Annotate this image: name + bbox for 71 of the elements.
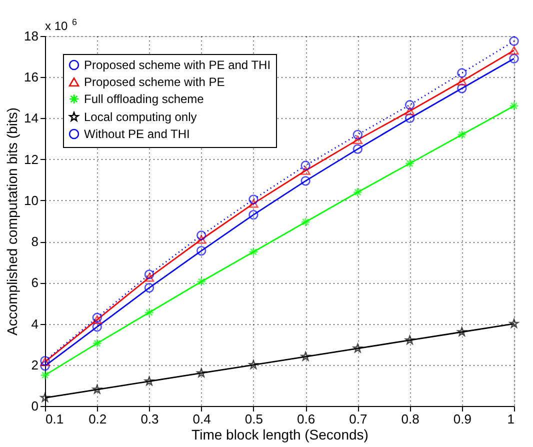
point [144, 308, 154, 318]
x-axis-title: Time block length (Seconds) [192, 426, 368, 442]
point [300, 352, 310, 361]
point [457, 68, 467, 78]
point [300, 166, 310, 175]
point [457, 327, 467, 336]
legend-label: Without PE and THI [84, 127, 190, 141]
legend-label: Full offloading scheme [84, 92, 204, 106]
legend-label: Local computing only [84, 110, 197, 124]
y-tick-label: 0 [31, 398, 38, 414]
y-tick-label: 2 [31, 357, 38, 372]
point [144, 270, 154, 280]
point [509, 36, 519, 46]
x-tick-label: 0.9 [453, 412, 472, 426]
point [92, 338, 102, 348]
y-tick-label: 6 [31, 275, 38, 290]
point [40, 370, 50, 380]
point [248, 360, 258, 369]
point [248, 199, 258, 208]
point [457, 130, 467, 140]
y-tick-label: 8 [31, 234, 38, 250]
point [40, 361, 50, 371]
point [509, 101, 519, 111]
y-tick-label: 16 [24, 70, 38, 85]
x-tick-label: 0.4 [192, 412, 211, 426]
x-tick-label: 0.3 [140, 412, 159, 426]
point [352, 144, 362, 154]
point [457, 76, 467, 86]
legend-label: Proposed scheme with PE and THI [84, 58, 271, 72]
point [92, 384, 102, 394]
y-tick-label: 4 [31, 316, 38, 332]
point [196, 230, 206, 240]
x-tick-label: 0.7 [349, 412, 368, 426]
point [405, 335, 414, 344]
point [352, 136, 362, 144]
point [196, 235, 206, 244]
point [196, 276, 206, 286]
point [509, 318, 519, 328]
point [92, 315, 102, 324]
point [404, 100, 415, 110]
point [144, 273, 154, 282]
x-tick-label: 0.2 [88, 412, 107, 426]
point [300, 176, 310, 186]
point [352, 187, 362, 198]
y-tick-label: 10 [24, 192, 38, 208]
point [404, 113, 415, 124]
point [300, 217, 310, 227]
point [300, 160, 310, 170]
point [509, 54, 519, 64]
x-tick-label: 1 [507, 412, 514, 426]
point [40, 392, 50, 402]
point [404, 158, 415, 168]
point [248, 210, 258, 220]
point [248, 194, 258, 204]
point [509, 46, 519, 55]
x-tick-label: 0.1 [46, 412, 64, 426]
point [457, 84, 467, 94]
x-tick-label: 0.5 [244, 412, 263, 426]
point [92, 322, 102, 332]
y-tick-label: 14 [24, 110, 38, 126]
legend-label: Proposed scheme with PE [84, 75, 225, 89]
point [144, 282, 154, 293]
y-tick-label: 12 [24, 152, 38, 167]
point [196, 246, 206, 256]
point [248, 247, 258, 257]
y-tick-label: 18 [24, 28, 38, 44]
x-tick-label: 0.6 [297, 412, 316, 426]
point [404, 106, 415, 116]
y-axis-title: Accomplished computation bits (bits) [4, 108, 20, 336]
x-tick-label: 0.8 [401, 412, 420, 426]
point [352, 130, 362, 140]
